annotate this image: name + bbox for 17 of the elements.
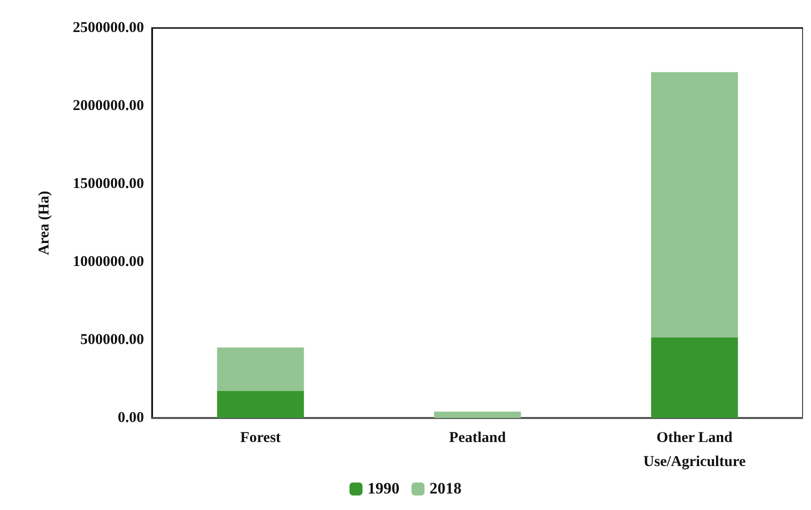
y-tick-label: 2000000.00 <box>72 98 144 114</box>
legend-label: 2018 <box>430 480 462 498</box>
bar <box>651 337 738 418</box>
bar <box>434 412 521 418</box>
bar <box>217 390 304 418</box>
bar <box>217 347 304 391</box>
y-tick-label: 1000000.00 <box>72 254 144 270</box>
x-tick-label: Forest <box>240 430 281 446</box>
y-axis-title: Area (Ha) <box>36 190 52 256</box>
bar <box>651 72 738 338</box>
legend-label: 1990 <box>368 480 400 498</box>
y-tick-label: 0.00 <box>118 410 144 426</box>
x-tick-label: Peatland <box>449 430 506 446</box>
y-tick-label: 1500000.00 <box>72 176 144 192</box>
y-tick-label: 2500000.00 <box>72 20 144 36</box>
y-tick-label: 500000.00 <box>80 332 144 348</box>
x-tick-label: Other Land Use/Agriculture <box>643 430 746 470</box>
